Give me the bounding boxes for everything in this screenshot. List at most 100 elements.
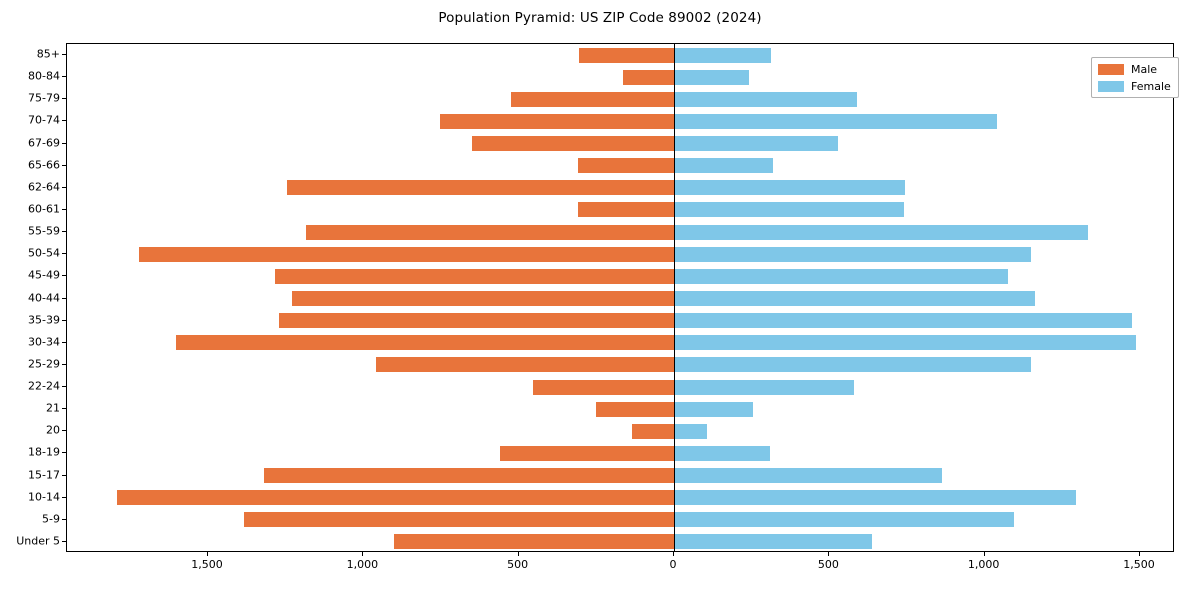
bar-male-30-34 xyxy=(176,335,674,351)
x-tick-label: 500 xyxy=(507,558,529,571)
x-tick-mark xyxy=(362,552,364,556)
bar-female-40-44 xyxy=(674,291,1036,306)
y-tick-mark xyxy=(62,518,66,520)
bar-male-15-17 xyxy=(263,468,674,484)
y-tick-label-35-39: 35-39 xyxy=(28,313,60,327)
y-tick-mark xyxy=(62,540,66,542)
y-tick-mark xyxy=(62,341,66,343)
bar-male-80-84 xyxy=(623,69,674,85)
y-tick-label-30-34: 30-34 xyxy=(28,335,60,349)
bar-male-60-61 xyxy=(577,202,674,218)
bar-female-20 xyxy=(674,423,707,439)
y-tick-label-20: 20 xyxy=(46,423,60,437)
y-axis-tick-marks xyxy=(60,43,66,552)
bar-male-21 xyxy=(596,401,674,417)
y-tick-label-25-29: 25-29 xyxy=(28,357,60,371)
y-tick-label-40-44: 40-44 xyxy=(28,291,60,304)
y-tick-mark xyxy=(62,319,66,321)
bar-female-50-54 xyxy=(674,246,1032,262)
bar-male-under-5 xyxy=(394,534,674,550)
bar-female-75-79 xyxy=(674,91,857,107)
bar-male-20 xyxy=(632,423,674,439)
y-tick-mark xyxy=(62,363,66,365)
y-tick-label-22-24: 22-24 xyxy=(28,379,60,393)
x-tick-label: 1,500 xyxy=(191,558,223,571)
bar-female-25-29 xyxy=(674,357,1032,373)
bar-male-67-69 xyxy=(472,136,674,152)
bar-female-30-34 xyxy=(674,335,1136,351)
y-tick-mark xyxy=(62,208,66,210)
bar-female-80-84 xyxy=(674,69,749,85)
y-tick-mark xyxy=(62,142,66,144)
bar-male-22-24 xyxy=(532,379,674,395)
y-tick-mark xyxy=(62,120,66,122)
y-tick-label-65-66: 65-66 xyxy=(28,158,60,172)
bar-female-18-19 xyxy=(674,445,771,461)
bar-male-70-74 xyxy=(440,113,674,129)
x-tick-mark xyxy=(673,552,674,556)
y-tick-mark xyxy=(62,452,66,454)
bar-male-40-44 xyxy=(291,291,674,306)
x-tick-mark xyxy=(1139,552,1140,556)
y-tick-mark xyxy=(62,408,66,410)
bar-male-45-49 xyxy=(275,268,674,284)
bar-male-25-29 xyxy=(375,357,674,373)
bar-female-10-14 xyxy=(674,490,1077,506)
x-tick-mark xyxy=(517,552,519,556)
y-tick-label-5-9: 5-9 xyxy=(42,512,60,526)
y-tick-mark xyxy=(62,496,66,498)
y-axis-labels: 85+ 80-84 75-79 70-74 67-69 65-66 62-64 60-61 55… xyxy=(0,43,60,552)
bar-female-62-64 xyxy=(674,180,906,196)
x-axis-labels: 1,500 1,000 500 0 500 1,000 1,500 xyxy=(66,558,1174,578)
y-tick-label-60-61: 60-61 xyxy=(28,202,60,216)
x-tick-mark xyxy=(207,552,208,556)
y-tick-mark xyxy=(62,231,66,233)
bar-female-55-59 xyxy=(674,224,1089,240)
y-tick-mark xyxy=(62,430,66,432)
y-tick-label-21: 21 xyxy=(46,401,60,415)
y-tick-mark xyxy=(62,54,66,56)
bars-layer xyxy=(67,44,1173,551)
x-tick-mark xyxy=(828,552,830,556)
bar-male-18-19 xyxy=(500,445,674,461)
legend-label-male: Male xyxy=(1131,62,1158,76)
y-tick-mark xyxy=(62,253,66,255)
y-tick-label-70-74: 70-74 xyxy=(28,113,60,127)
y-tick-label-45-49: 45-49 xyxy=(28,268,60,282)
bar-male-85+ xyxy=(578,47,674,63)
y-tick-mark xyxy=(62,275,66,277)
bar-female-65-66 xyxy=(674,158,774,174)
y-tick-mark xyxy=(62,98,66,100)
bar-female-15-17 xyxy=(674,468,943,484)
y-tick-label-50-54: 50-54 xyxy=(28,246,60,260)
bar-female-60-61 xyxy=(674,202,904,218)
plot-area xyxy=(66,43,1174,552)
x-tick-label: 1,000 xyxy=(967,558,1000,571)
x-tick-mark xyxy=(983,552,985,556)
y-tick-mark xyxy=(62,474,66,476)
bar-female-85+ xyxy=(674,47,771,63)
y-tick-mark xyxy=(62,186,66,188)
bar-male-75-79 xyxy=(510,91,674,107)
bar-male-10-14 xyxy=(116,490,674,506)
bar-female-21 xyxy=(674,401,754,417)
x-tick-label: 1,500 xyxy=(1123,558,1155,571)
y-tick-label-67-69: 67-69 xyxy=(28,136,60,150)
bar-male-50-54 xyxy=(139,246,674,262)
bar-female-5-9 xyxy=(674,512,1014,528)
legend-swatch-male xyxy=(1098,63,1124,75)
bar-male-55-59 xyxy=(306,224,674,240)
y-tick-label-85+: 85+ xyxy=(36,47,60,61)
bar-female-22-24 xyxy=(674,379,854,395)
bar-female-35-39 xyxy=(674,313,1132,329)
zero-axis-line xyxy=(674,44,675,551)
x-tick-label: 0 xyxy=(669,558,677,571)
y-tick-mark xyxy=(62,76,66,78)
y-tick-mark xyxy=(62,164,66,166)
legend-entry-male[interactable]: Male xyxy=(1098,63,1171,75)
legend-entry-female[interactable]: Female xyxy=(1098,80,1171,92)
y-tick-label-under-5: Under 5 xyxy=(16,534,60,548)
y-tick-label-80-84: 80-84 xyxy=(28,69,60,83)
y-tick-label-10-14: 10-14 xyxy=(28,490,60,504)
